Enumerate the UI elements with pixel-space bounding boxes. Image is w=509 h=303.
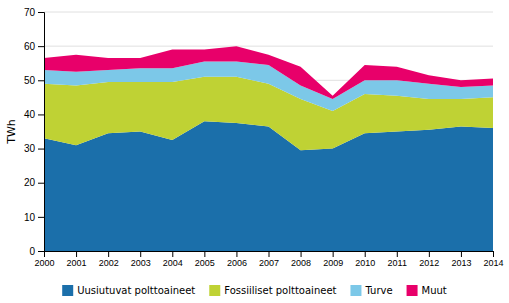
tick: 0 xyxy=(29,246,44,257)
tick-label: 2012 xyxy=(419,258,439,268)
tick: 50 xyxy=(24,75,44,86)
tick: 2003 xyxy=(131,251,151,268)
tick: 2006 xyxy=(227,251,247,268)
legend-item: Fossiiliset polttoaineet xyxy=(209,285,336,296)
legend-item: Muut xyxy=(407,285,447,296)
legend-label: Turve xyxy=(364,285,392,296)
tick-label: 70 xyxy=(24,7,36,18)
y-axis-title: TWh xyxy=(5,119,18,145)
tick-mark xyxy=(365,251,366,257)
tick-mark xyxy=(493,251,494,257)
tick: 2013 xyxy=(451,251,471,268)
axis-line xyxy=(38,13,45,252)
tick-mark xyxy=(204,251,205,257)
tick-label: 2007 xyxy=(259,258,279,268)
tick-mark xyxy=(38,217,44,218)
chart: 2000 2001 2002 2003 2004 2005 2006 2007 2008 2009… xyxy=(0,0,509,303)
legend-swatch xyxy=(209,285,220,296)
tick-label: 2008 xyxy=(291,258,311,268)
tick-label: 10 xyxy=(24,212,36,223)
tick-label: 2014 xyxy=(483,258,503,268)
tick: 70 xyxy=(24,7,44,18)
tick-mark xyxy=(301,251,302,257)
tick-label: 30 xyxy=(24,143,36,154)
tick-label: 2000 xyxy=(34,258,54,268)
tick-mark xyxy=(38,251,44,252)
tick-label: 0 xyxy=(29,246,35,257)
tick: 2007 xyxy=(259,251,279,268)
plot: 2000 2001 2002 2003 2004 2005 2006 2007 2008 2009… xyxy=(24,7,504,269)
y-axis: 0 10 20 30 40 50 60 70 xyxy=(24,7,45,257)
tick: 60 xyxy=(24,41,44,52)
areas xyxy=(44,46,493,251)
tick-label: 2010 xyxy=(355,258,375,268)
tick-mark xyxy=(38,114,44,115)
tick-label: 50 xyxy=(24,75,36,86)
area xyxy=(44,46,493,99)
legend-label: Fossiiliset polttoaineet xyxy=(224,285,336,296)
tick-label: 2005 xyxy=(195,258,215,268)
tick-mark xyxy=(172,251,173,257)
tick-mark xyxy=(461,251,462,257)
tick-mark xyxy=(397,251,398,257)
tick-label: 2011 xyxy=(388,258,407,268)
tick: 20 xyxy=(24,177,44,188)
tick-mark xyxy=(38,12,44,13)
legend-label: Muut xyxy=(422,285,447,296)
tick: 2009 xyxy=(323,251,343,268)
legend-swatch xyxy=(350,285,361,296)
x-axis: 2000 2001 2002 2003 2004 2005 2006 2007 2008 2009… xyxy=(34,251,503,268)
tick-label: 2003 xyxy=(131,258,151,268)
legend-swatch xyxy=(407,285,418,296)
tick-label: 2002 xyxy=(99,258,119,268)
legend-swatch xyxy=(62,285,73,296)
grid-line xyxy=(44,12,493,13)
legend-item: Turve xyxy=(350,285,392,296)
tick: 2001 xyxy=(67,251,87,268)
tick-label: 2004 xyxy=(163,258,183,268)
tick-mark xyxy=(76,251,77,257)
tick: 2004 xyxy=(163,251,183,268)
tick-mark xyxy=(108,251,109,257)
tick-mark xyxy=(236,251,237,257)
tick: 2011 xyxy=(388,251,407,268)
tick-mark xyxy=(269,251,270,257)
tick: 10 xyxy=(24,212,44,223)
tick-label: 60 xyxy=(24,41,36,52)
tick: 30 xyxy=(24,143,44,154)
tick: 2012 xyxy=(419,251,439,268)
tick: 2014 xyxy=(483,251,503,268)
tick-mark xyxy=(429,251,430,257)
tick: 2000 xyxy=(34,251,54,268)
tick-mark xyxy=(38,183,44,184)
tick-label: 2013 xyxy=(451,258,471,268)
tick-mark xyxy=(38,46,44,47)
tick: 2005 xyxy=(195,251,215,268)
tick: 40 xyxy=(24,109,44,120)
axis-line xyxy=(45,252,494,258)
grid-line xyxy=(44,46,493,47)
tick-label: 20 xyxy=(24,177,36,188)
legend: Uusiutuvat polttoaineet Fossiiliset poltt… xyxy=(62,285,447,296)
area xyxy=(44,121,493,251)
tick-label: 2001 xyxy=(67,258,87,268)
tick-label: 40 xyxy=(24,109,36,120)
tick-label: 2006 xyxy=(227,258,247,268)
grid xyxy=(44,12,493,251)
tick-label: 2009 xyxy=(323,258,343,268)
tick: 2008 xyxy=(291,251,311,268)
tick-mark xyxy=(38,149,44,150)
legend-label: Uusiutuvat polttoaineet xyxy=(77,285,195,296)
legend-item: Uusiutuvat polttoaineet xyxy=(62,285,195,296)
tick-mark xyxy=(140,251,141,257)
tick-mark xyxy=(333,251,334,257)
tick: 2002 xyxy=(99,251,119,268)
tick-mark xyxy=(38,80,44,81)
tick: 2010 xyxy=(355,251,375,268)
